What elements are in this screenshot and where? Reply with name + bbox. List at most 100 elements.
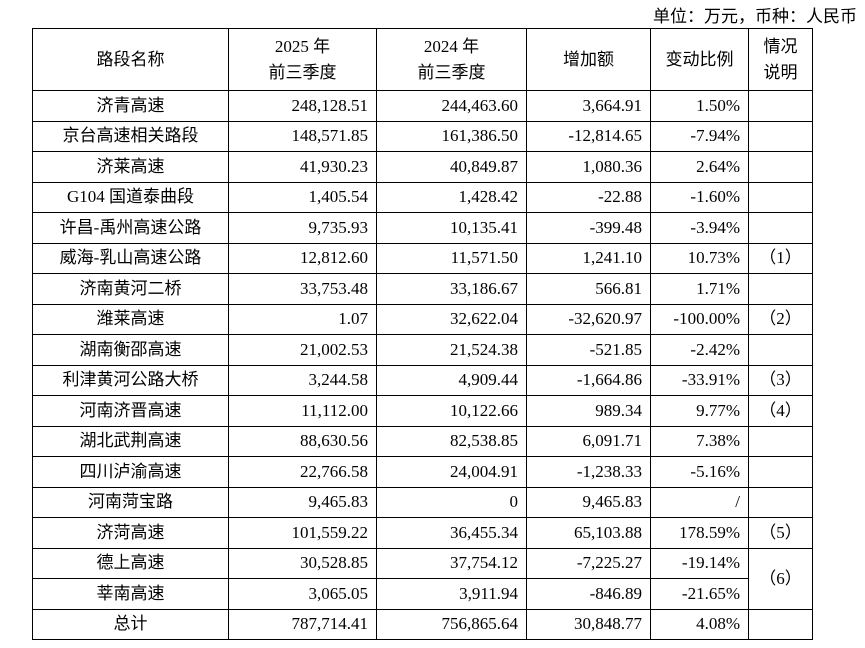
value-cell: 9,465.83 — [228, 486, 377, 518]
value-cell: -1,664.86 — [526, 364, 651, 396]
note-cell: （4） — [748, 395, 813, 427]
road-name: 河南菏宝路 — [32, 486, 229, 518]
value-cell: 6,091.71 — [526, 425, 651, 457]
note-cell — [748, 120, 813, 152]
table-row: 利津黄河公路大桥 3,244.58 4,909.44 -1,664.86 -33.91%… — [32, 364, 813, 396]
note-cell — [748, 456, 813, 488]
table-row: 济莱高速 41,930.23 40,849.87 1,080.36 2.64% — [32, 151, 813, 183]
header-cell: 情况 说明 — [748, 28, 813, 91]
value-cell: -2.42% — [650, 334, 749, 366]
value-cell: 1.50% — [650, 90, 749, 122]
note-cell: （2） — [748, 303, 813, 335]
value-cell: 101,559.22 — [228, 517, 377, 549]
value-cell: 21,524.38 — [376, 334, 527, 366]
value-cell: -12,814.65 — [526, 120, 651, 152]
note-cell — [748, 181, 813, 213]
header-cell: 变动比例 — [650, 28, 749, 91]
road-name: 济南黄河二桥 — [32, 273, 229, 305]
value-cell: / — [650, 486, 749, 518]
value-cell: 2.64% — [650, 151, 749, 183]
note-cell — [748, 212, 813, 244]
road-name: 总计 — [32, 608, 229, 640]
road-name: 德上高速 — [32, 547, 229, 579]
value-cell: 24,004.91 — [376, 456, 527, 488]
value-cell: 244,463.60 — [376, 90, 527, 122]
value-cell: 21,002.53 — [228, 334, 377, 366]
value-cell: -21.65% — [650, 578, 749, 610]
table-row: 京台高速相关路段 148,571.85 161,386.50 -12,814.65 -7… — [32, 120, 813, 152]
note-cell — [748, 273, 813, 305]
value-cell: -7,225.27 — [526, 547, 651, 579]
table-row: 济南黄河二桥 33,753.48 33,186.67 566.81 1.71% — [32, 273, 813, 305]
header-row: 路段名称 2025 年 前三季度 2024 年 前三季度 增加额 变动比例 情况 说明 — [32, 28, 813, 91]
table-row: 威海-乳山高速公路 12,812.60 11,571.50 1,241.10 10.73… — [32, 242, 813, 274]
value-cell: 4,909.44 — [376, 364, 527, 396]
table-row: 济菏高速 101,559.22 36,455.34 65,103.88 178.59% （… — [32, 517, 813, 549]
table-body: 济青高速 248,128.51 244,463.60 3,664.91 1.50% 京台高… — [32, 90, 813, 640]
table-row: 许昌-禹州高速公路 9,735.93 10,135.41 -399.48 -3.94% — [32, 212, 813, 244]
value-cell: 566.81 — [526, 273, 651, 305]
note-cell — [748, 608, 813, 640]
value-cell: 3,244.58 — [228, 364, 377, 396]
value-cell: -1,238.33 — [526, 456, 651, 488]
value-cell: 10,122.66 — [376, 395, 527, 427]
value-cell: -3.94% — [650, 212, 749, 244]
data-table: 路段名称 2025 年 前三季度 2024 年 前三季度 增加额 变动比例 情况 说明 济… — [32, 28, 813, 640]
value-cell: 1,080.36 — [526, 151, 651, 183]
value-cell: 178.59% — [650, 517, 749, 549]
note-cell — [748, 486, 813, 518]
value-cell: 7.38% — [650, 425, 749, 457]
value-cell: -5.16% — [650, 456, 749, 488]
value-cell: 9,465.83 — [526, 486, 651, 518]
road-name: 湖南衡邵高速 — [32, 334, 229, 366]
table-row: 四川泸渝高速 22,766.58 24,004.91 -1,238.33 -5.16% — [32, 456, 813, 488]
road-name: 济菏高速 — [32, 517, 229, 549]
value-cell: 161,386.50 — [376, 120, 527, 152]
note-cell — [748, 334, 813, 366]
road-name: 四川泸渝高速 — [32, 456, 229, 488]
value-cell: 32,622.04 — [376, 303, 527, 335]
value-cell: 1,405.54 — [228, 181, 377, 213]
header-cell: 2024 年 前三季度 — [376, 28, 527, 91]
value-cell: -846.89 — [526, 578, 651, 610]
value-cell: 1.07 — [228, 303, 377, 335]
header-cell: 路段名称 — [32, 28, 229, 91]
value-cell: 30,528.85 — [228, 547, 377, 579]
value-cell: 10.73% — [650, 242, 749, 274]
value-cell: -7.94% — [650, 120, 749, 152]
value-cell: -1.60% — [650, 181, 749, 213]
note-cell: （1） — [748, 242, 813, 274]
note-cell: （5） — [748, 517, 813, 549]
table-row: G104 国道泰曲段 1,405.54 1,428.42 -22.88 -1.60% — [32, 181, 813, 213]
road-name: 济莱高速 — [32, 151, 229, 183]
value-cell: -521.85 — [526, 334, 651, 366]
value-cell: 41,930.23 — [228, 151, 377, 183]
value-cell: 11,571.50 — [376, 242, 527, 274]
note-cell — [748, 90, 813, 122]
road-name: 莘南高速 — [32, 578, 229, 610]
table-row: 河南济晋高速 11,112.00 10,122.66 989.34 9.77% （4） — [32, 395, 813, 427]
road-name: 河南济晋高速 — [32, 395, 229, 427]
value-cell: 3,911.94 — [376, 578, 527, 610]
road-name: 威海-乳山高速公路 — [32, 242, 229, 274]
header-cell: 2025 年 前三季度 — [228, 28, 377, 91]
value-cell: 33,186.67 — [376, 273, 527, 305]
unit-note: 单位：万元，币种：人民币 — [653, 7, 857, 26]
value-cell: 9,735.93 — [228, 212, 377, 244]
note-cell — [748, 425, 813, 457]
value-cell: -19.14% — [650, 547, 749, 579]
value-cell: 9.77% — [650, 395, 749, 427]
note-cell: （3） — [748, 364, 813, 396]
value-cell: -22.88 — [526, 181, 651, 213]
value-cell: 12,812.60 — [228, 242, 377, 274]
value-cell: 1,241.10 — [526, 242, 651, 274]
value-cell: 3,065.05 — [228, 578, 377, 610]
value-cell: 36,455.34 — [376, 517, 527, 549]
table-row: 湖北武荆高速 88,630.56 82,538.85 6,091.71 7.38% — [32, 425, 813, 457]
table-row: 德上高速 30,528.85 37,754.12 -7,225.27 -19.14% （6… — [32, 547, 813, 610]
value-cell: 4.08% — [650, 608, 749, 640]
road-name: 济青高速 — [32, 90, 229, 122]
value-cell: 787,714.41 — [228, 608, 377, 640]
road-name: 京台高速相关路段 — [32, 120, 229, 152]
road-name: G104 国道泰曲段 — [32, 181, 229, 213]
